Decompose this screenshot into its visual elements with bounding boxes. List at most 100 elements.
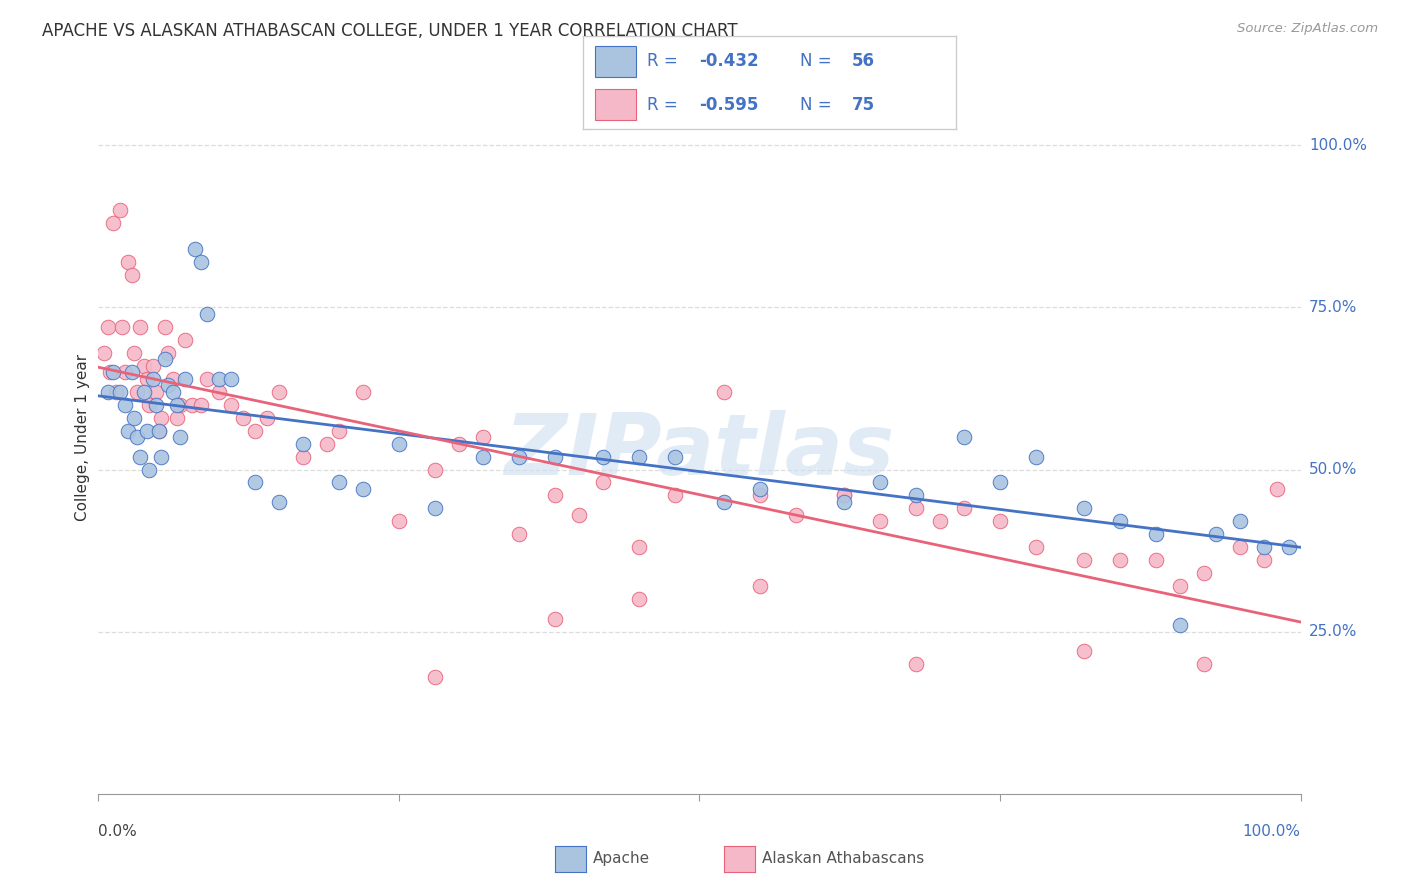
Point <box>1144 527 1167 541</box>
Text: 56: 56 <box>852 53 875 70</box>
Point <box>1025 541 1047 555</box>
Text: -0.432: -0.432 <box>699 53 759 70</box>
Text: APACHE VS ALASKAN ATHABASCAN COLLEGE, UNDER 1 YEAR CORRELATION CHART: APACHE VS ALASKAN ATHABASCAN COLLEGE, UN… <box>42 22 738 40</box>
Point <box>447 436 470 450</box>
Point <box>141 372 163 386</box>
Point <box>388 515 411 529</box>
Point <box>181 398 204 412</box>
Point <box>174 333 197 347</box>
Text: 50.0%: 50.0% <box>1309 462 1357 477</box>
Point <box>1194 657 1216 672</box>
Point <box>138 462 160 476</box>
Point <box>1025 450 1047 464</box>
Point <box>748 482 770 496</box>
Point <box>135 424 157 438</box>
Point <box>183 242 205 256</box>
Point <box>148 424 170 438</box>
Point <box>256 410 278 425</box>
Point <box>105 384 128 399</box>
Point <box>121 365 143 379</box>
Point <box>568 508 591 522</box>
Point <box>1253 541 1275 555</box>
Point <box>121 268 143 282</box>
Point <box>219 398 242 412</box>
Point <box>832 495 855 509</box>
Point <box>748 488 770 502</box>
Text: Alaskan Athabascans: Alaskan Athabascans <box>762 852 924 866</box>
Point <box>508 527 530 541</box>
Point <box>544 450 567 464</box>
Point <box>869 515 891 529</box>
Point <box>928 515 950 529</box>
Point <box>101 365 124 379</box>
Text: N =: N = <box>800 53 837 70</box>
Text: ZIPatlas: ZIPatlas <box>505 409 894 493</box>
Point <box>352 482 374 496</box>
Point <box>1277 541 1299 555</box>
Point <box>291 436 314 450</box>
Point <box>508 450 530 464</box>
Text: 25.0%: 25.0% <box>1309 624 1357 640</box>
Point <box>1109 515 1132 529</box>
Point <box>1194 566 1216 581</box>
Point <box>125 384 148 399</box>
Point <box>145 398 167 412</box>
Point <box>93 345 115 359</box>
Point <box>544 612 567 626</box>
Point <box>174 372 197 386</box>
Point <box>195 372 218 386</box>
Point <box>953 501 976 516</box>
Point <box>129 319 152 334</box>
Point <box>124 410 146 425</box>
Point <box>124 345 146 359</box>
Point <box>832 488 855 502</box>
Point <box>243 424 266 438</box>
Point <box>149 450 172 464</box>
Point <box>328 475 350 490</box>
Point <box>1205 527 1227 541</box>
Point <box>664 488 686 502</box>
Point <box>953 430 976 444</box>
Point <box>423 501 446 516</box>
Point <box>114 398 136 412</box>
Point <box>157 345 180 359</box>
Point <box>166 410 188 425</box>
Point <box>315 436 337 450</box>
Point <box>101 216 124 230</box>
Point <box>988 475 1011 490</box>
Point <box>1253 553 1275 567</box>
Point <box>195 307 218 321</box>
Point <box>114 365 136 379</box>
Point <box>328 424 350 438</box>
Point <box>267 495 290 509</box>
Point <box>988 515 1011 529</box>
Point <box>108 202 131 217</box>
Point <box>97 384 120 399</box>
Point <box>117 255 139 269</box>
Point <box>388 436 411 450</box>
Point <box>132 384 155 399</box>
Point <box>141 359 163 373</box>
Point <box>243 475 266 490</box>
Point <box>129 450 152 464</box>
FancyBboxPatch shape <box>595 89 636 120</box>
Text: N =: N = <box>800 95 837 113</box>
Point <box>100 365 122 379</box>
Point <box>592 475 614 490</box>
Text: Source: ZipAtlas.com: Source: ZipAtlas.com <box>1237 22 1378 36</box>
Point <box>423 462 446 476</box>
FancyBboxPatch shape <box>595 46 636 77</box>
Point <box>153 319 176 334</box>
Point <box>713 384 735 399</box>
Point <box>1229 515 1251 529</box>
Point <box>132 359 155 373</box>
Point <box>423 670 446 684</box>
Point <box>628 450 651 464</box>
Text: R =: R = <box>647 53 683 70</box>
Point <box>162 384 184 399</box>
Point <box>1170 618 1192 632</box>
Y-axis label: College, Under 1 year: College, Under 1 year <box>75 353 90 521</box>
Point <box>117 424 139 438</box>
Point <box>1073 501 1095 516</box>
Text: -0.595: -0.595 <box>699 95 758 113</box>
